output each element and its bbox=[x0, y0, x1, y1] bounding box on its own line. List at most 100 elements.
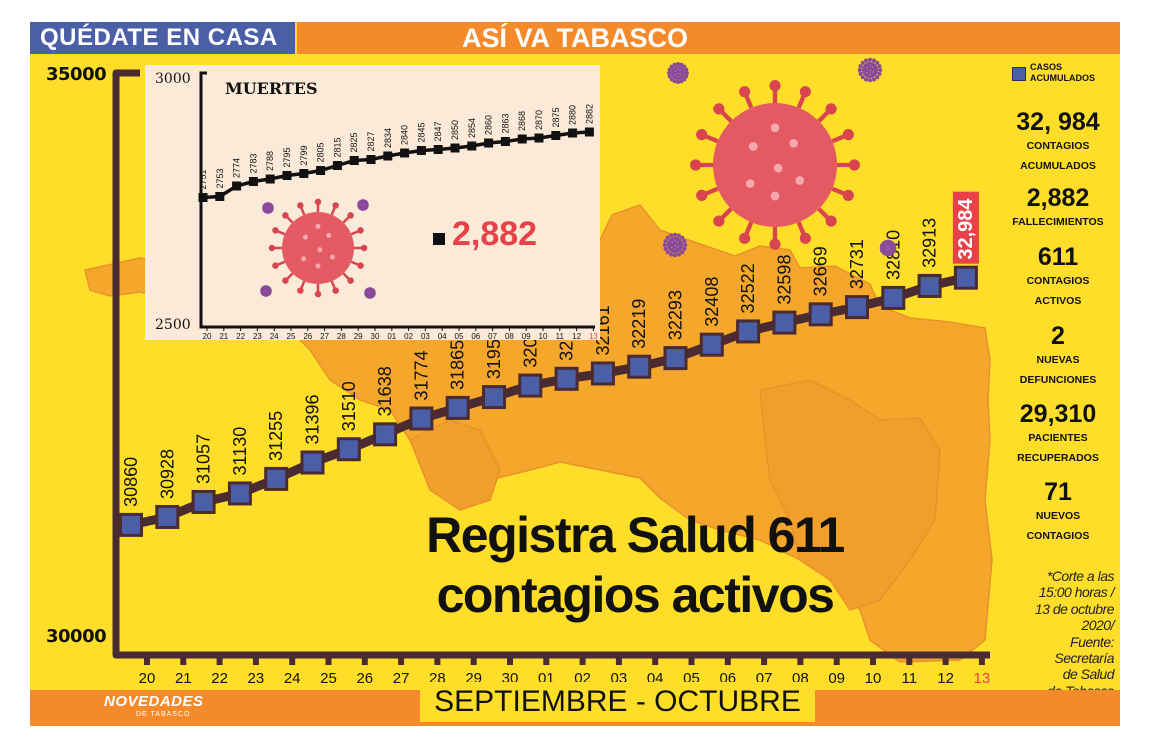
headline: Registra Salud 611 contagios activos bbox=[415, 505, 855, 625]
data-label: 30860 bbox=[121, 457, 141, 507]
virus-body bbox=[265, 205, 271, 211]
inset-data-label: 2825 bbox=[349, 132, 359, 152]
data-point bbox=[230, 484, 249, 503]
data-point bbox=[775, 313, 794, 332]
stat-value: 611 bbox=[1037, 243, 1079, 271]
virus-spike-tip bbox=[676, 62, 680, 67]
virus-body bbox=[360, 202, 366, 208]
inset-data-label: 2845 bbox=[416, 122, 426, 142]
stat-value: 29,310 bbox=[1019, 400, 1097, 428]
virus-icon bbox=[262, 202, 274, 214]
x-tick-label: 24 bbox=[284, 670, 301, 687]
virus-spot bbox=[745, 179, 755, 188]
virus-spike-tip bbox=[662, 243, 667, 247]
inset-x-tick-label: 21 bbox=[219, 332, 228, 340]
virus-spot bbox=[679, 70, 681, 72]
stat-contagios-activos: 611 CONTAGIOS ACTIVOS bbox=[996, 243, 1120, 311]
virus-spot bbox=[889, 245, 890, 247]
data-label: 32669 bbox=[811, 246, 831, 296]
inset-data-point bbox=[500, 137, 510, 146]
virus-spot bbox=[789, 138, 798, 148]
virus-spike-tip bbox=[669, 64, 674, 69]
virus-spike-tip bbox=[858, 64, 863, 69]
virus-icon bbox=[268, 198, 368, 298]
virus-spike-tip bbox=[713, 215, 725, 227]
deaths-chart: 3000 2500 20 21 22 23 24 25 26 27 28 29 30 01 02 03 04 05… bbox=[155, 71, 598, 341]
virus-spot bbox=[887, 250, 889, 251]
x-tick-label: 13 bbox=[974, 670, 991, 687]
stat-label: RECUPERADOS bbox=[1017, 452, 1099, 464]
stat-label: NUEVAS bbox=[1036, 354, 1080, 366]
deaths-chart-title: MUERTES bbox=[225, 79, 318, 98]
virus-large-icon bbox=[690, 80, 860, 250]
virus-spike-tip bbox=[864, 77, 869, 82]
virus-spot bbox=[674, 74, 676, 76]
virus-spot bbox=[885, 246, 887, 247]
virus-spike-tip bbox=[347, 277, 354, 284]
stat-label: CONTAGIOS bbox=[1026, 530, 1090, 542]
header-left-label: QUÉDATE EN CASA bbox=[30, 22, 295, 54]
virus-spot bbox=[315, 223, 321, 229]
virus-spike-tip bbox=[684, 67, 689, 72]
virus-icon bbox=[260, 285, 272, 297]
virus-spike-tip bbox=[842, 189, 854, 201]
virus-body bbox=[282, 212, 354, 284]
stat-label: FALLECIMIENTOS bbox=[1012, 216, 1104, 228]
virus-spot bbox=[677, 72, 679, 74]
data-label: 32,984 bbox=[955, 198, 977, 260]
inset-data-label: 2805 bbox=[316, 142, 326, 162]
virus-spike-tip bbox=[669, 77, 674, 82]
x-tick-label: 22 bbox=[211, 670, 228, 687]
stat-value: 32, 984 bbox=[1016, 108, 1100, 136]
stat-contagios-acumulados: 32, 984 CONTAGIOS ACUMULADOS bbox=[996, 108, 1120, 176]
virus-spike-tip bbox=[684, 71, 689, 75]
virus-spike-tip bbox=[667, 67, 672, 72]
data-point bbox=[630, 357, 649, 376]
inset-data-point bbox=[232, 181, 242, 191]
virus-spike-tip bbox=[268, 244, 276, 252]
virus-spike-tip bbox=[297, 202, 304, 209]
stat-label: PACIENTES bbox=[1028, 432, 1088, 444]
inset-data-label: 2863 bbox=[500, 113, 510, 133]
virus-spot bbox=[677, 76, 679, 77]
virus-spot bbox=[326, 232, 332, 238]
inset-y-tick-top: 3000 bbox=[155, 71, 191, 87]
x-tick-label: 11 bbox=[902, 670, 918, 687]
data-point bbox=[448, 398, 467, 417]
inset-data-point bbox=[282, 171, 292, 180]
inset-data-label: 2854 bbox=[467, 118, 477, 138]
headline-line-2: contagios activos bbox=[436, 567, 835, 623]
virus-spike-tip bbox=[690, 159, 702, 171]
data-label: 32731 bbox=[847, 239, 867, 289]
data-point bbox=[739, 322, 758, 341]
headline-line-1: Registra Salud 611 bbox=[426, 507, 845, 563]
data-label: 32598 bbox=[774, 255, 794, 305]
virus-spot bbox=[889, 248, 891, 250]
virus-spike-tip bbox=[314, 198, 322, 206]
inset-data-label: 2840 bbox=[400, 125, 410, 145]
data-label: 31130 bbox=[230, 427, 250, 476]
virus-spot bbox=[773, 163, 783, 173]
data-point bbox=[848, 298, 866, 317]
logo-main-text: NOVEDADES bbox=[104, 693, 204, 710]
data-point bbox=[884, 288, 903, 307]
data-point bbox=[920, 276, 939, 295]
x-axis-title: SEPTIEMBRE - OCTUBRE bbox=[434, 685, 801, 718]
virus-spike-tip bbox=[825, 215, 837, 227]
stat-value: 71 bbox=[1044, 478, 1072, 506]
virus-spike-tip bbox=[684, 74, 689, 79]
x-tick-label: 23 bbox=[248, 670, 265, 687]
inset-data-point bbox=[433, 145, 443, 154]
virus-spot bbox=[671, 246, 673, 248]
data-label: 31865 bbox=[448, 340, 468, 390]
stat-label: ACTIVOS bbox=[1034, 295, 1082, 307]
virus-spot bbox=[887, 244, 889, 246]
deaths-inset-panel: 3000 2500 20 21 22 23 24 25 26 27 28 29 30 01 02 03 04 05… bbox=[145, 65, 600, 341]
virus-spike-tip bbox=[680, 250, 685, 255]
virus-spot bbox=[674, 248, 676, 250]
x-tick-label: 21 bbox=[175, 670, 192, 687]
inset-x-tick-label: 04 bbox=[438, 332, 447, 340]
inset-data-point bbox=[450, 143, 460, 153]
virus-icon bbox=[357, 199, 369, 211]
data-point bbox=[122, 515, 140, 534]
